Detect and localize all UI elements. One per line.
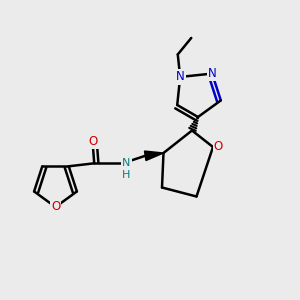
Text: N: N — [176, 70, 184, 83]
Text: N: N — [208, 67, 217, 80]
Text: N
H: N H — [122, 158, 130, 180]
Text: O: O — [51, 200, 60, 214]
Text: O: O — [88, 135, 98, 148]
Polygon shape — [145, 151, 164, 160]
Text: O: O — [214, 140, 223, 154]
